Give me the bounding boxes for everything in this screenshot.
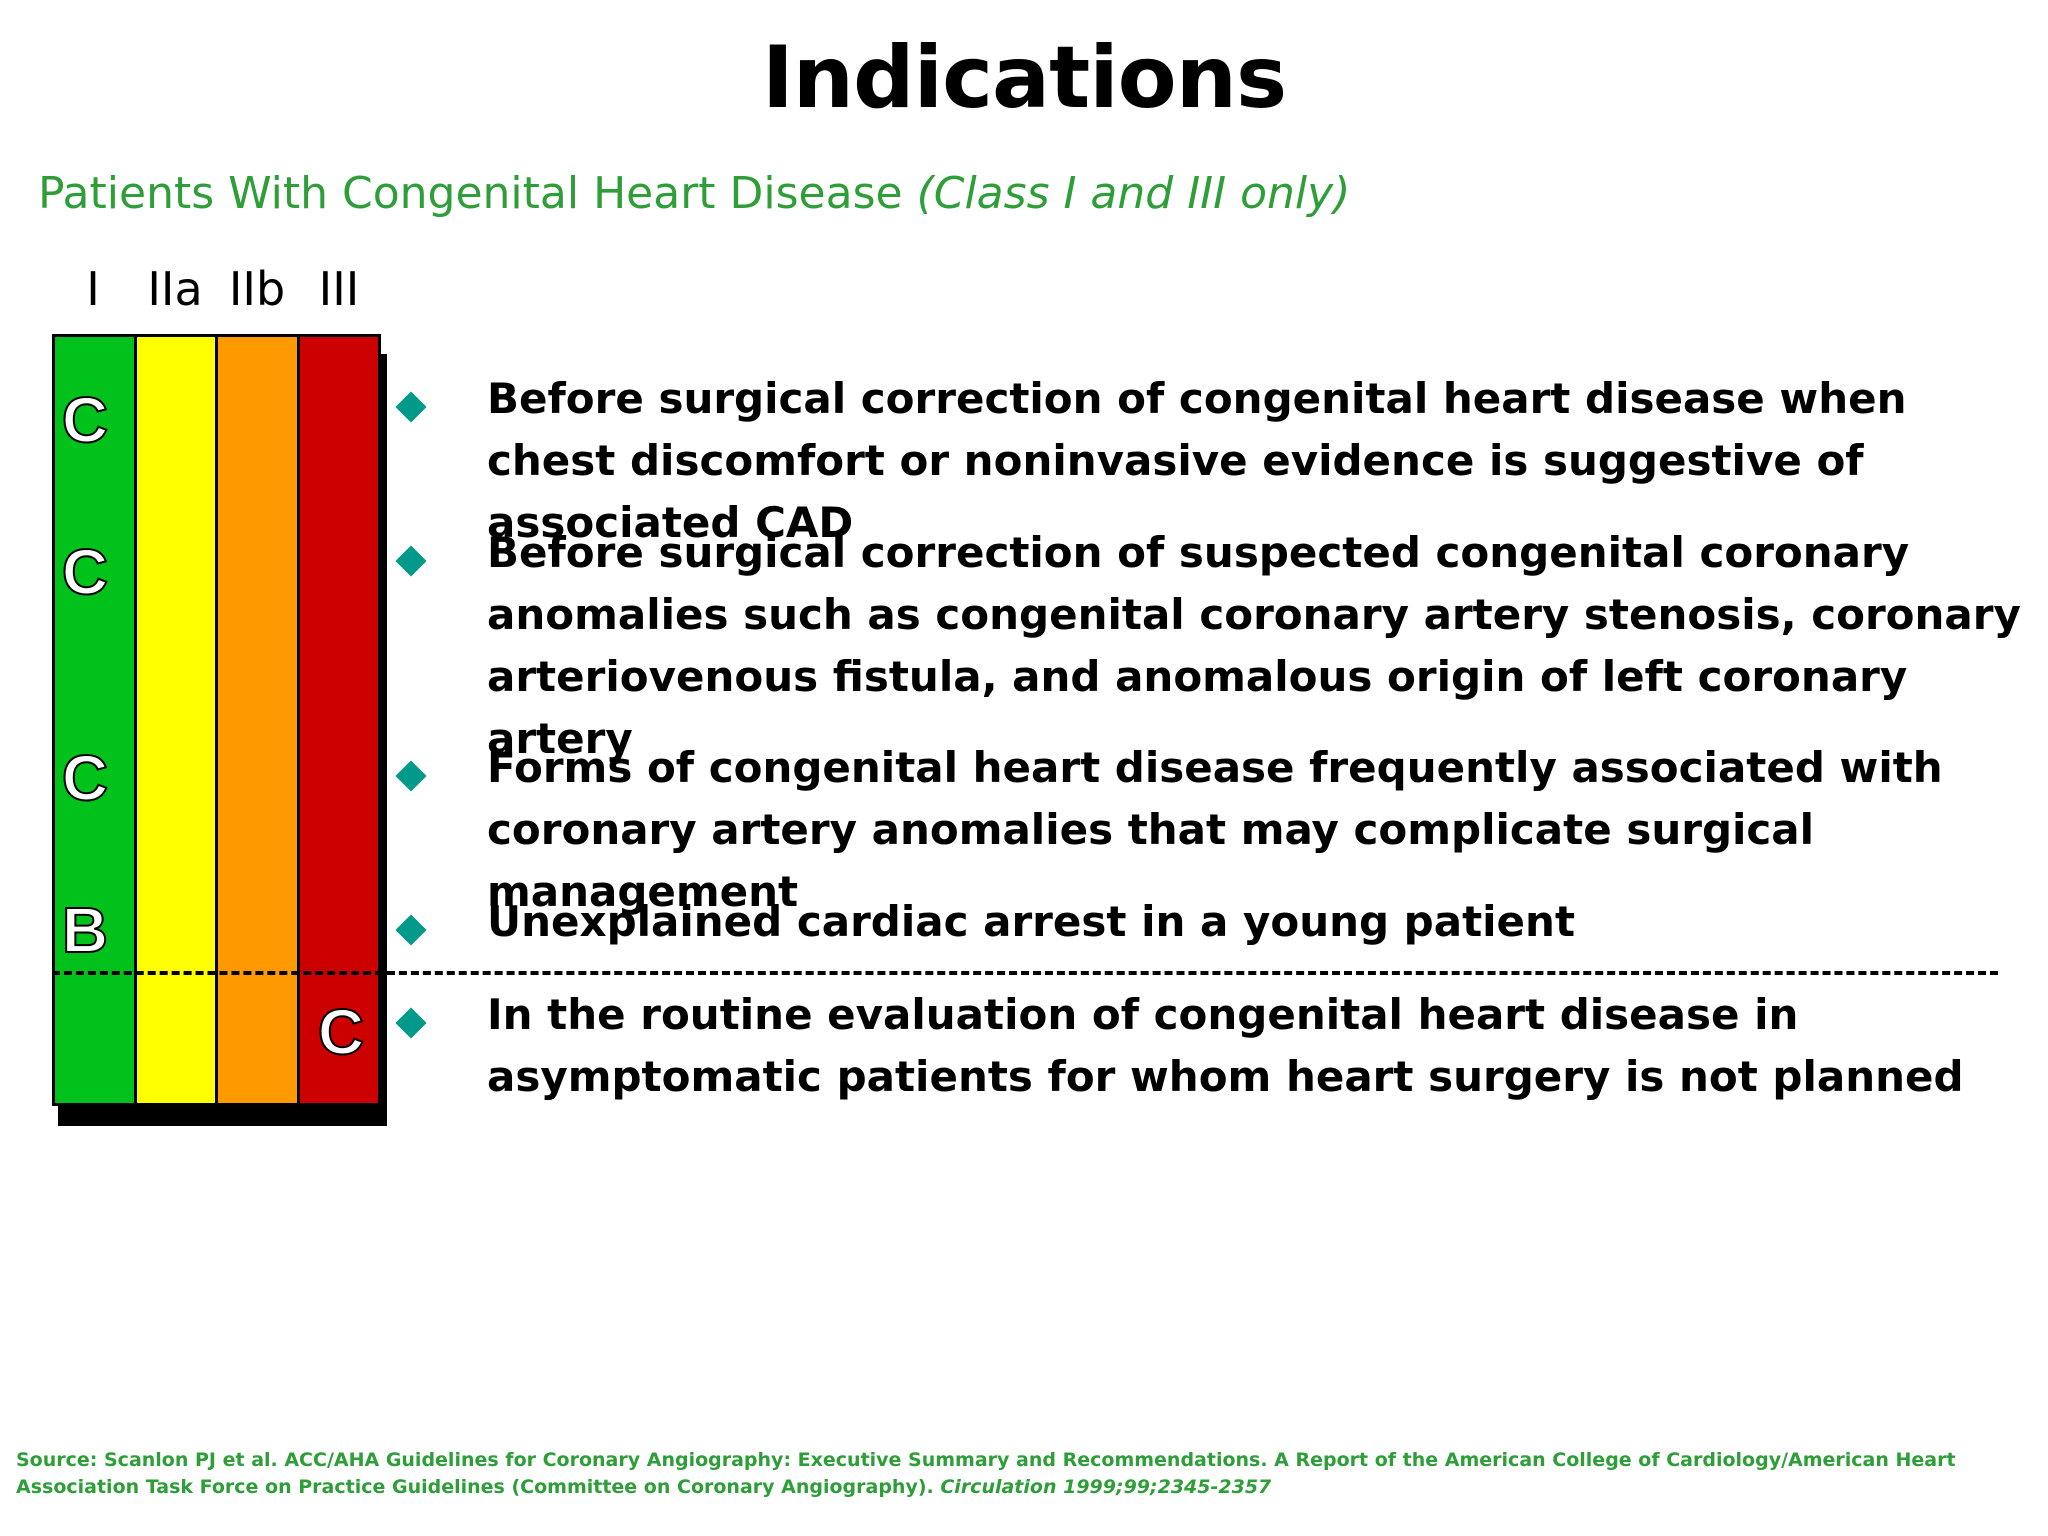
column-header-class-iib: IIb — [228, 262, 286, 316]
level-of-evidence-marker: C — [61, 742, 109, 814]
diamond-bullet-icon — [395, 545, 427, 577]
recommendation-text: Before surgical correction of suspected … — [487, 528, 2021, 763]
subtitle-main: Patients With Congenital Heart Disease — [38, 168, 917, 219]
recommendation-class-chart — [52, 334, 381, 1106]
diamond-bullet-icon — [395, 1007, 427, 1039]
subtitle-italic: (Class I and III only) — [916, 168, 1351, 219]
diamond-bullet-icon — [395, 391, 427, 423]
class-iii-bar — [299, 337, 378, 1103]
slide-subtitle: Patients With Congenital Heart Disease (… — [38, 168, 1350, 219]
recommendation-text: Before surgical correction of congenital… — [487, 374, 1907, 547]
diamond-bullet-icon — [395, 914, 427, 946]
source-citation: Source: Scanlon PJ et al. ACC/AHA Guidel… — [16, 1447, 2036, 1501]
level-of-evidence-marker: C — [317, 996, 365, 1068]
column-header-class-iia: IIa — [147, 262, 203, 316]
recommendation-text: In the routine evaluation of congenital … — [487, 990, 1964, 1101]
source-main: Source: Scanlon PJ et al. ACC/AHA Guidel… — [16, 1449, 1956, 1498]
slide-title: Indications — [761, 28, 1287, 128]
source-journal: Circulation 1999;99;2345-2357 — [940, 1476, 1272, 1498]
level-of-evidence-marker: B — [61, 894, 109, 966]
level-of-evidence-marker: C — [61, 384, 109, 456]
column-header-class-i: I — [86, 262, 100, 316]
class-iia-bar — [136, 337, 218, 1103]
class-divider-line — [52, 971, 1998, 975]
recommendation-text: Forms of congenital heart disease freque… — [487, 743, 1943, 916]
recommendation-text: Unexplained cardiac arrest in a young pa… — [487, 897, 1576, 946]
column-header-class-iii: III — [318, 262, 360, 316]
level-of-evidence-marker: C — [61, 536, 109, 608]
class-iib-bar — [218, 337, 300, 1103]
class-i-bar — [55, 337, 137, 1103]
diamond-bullet-icon — [395, 760, 427, 792]
